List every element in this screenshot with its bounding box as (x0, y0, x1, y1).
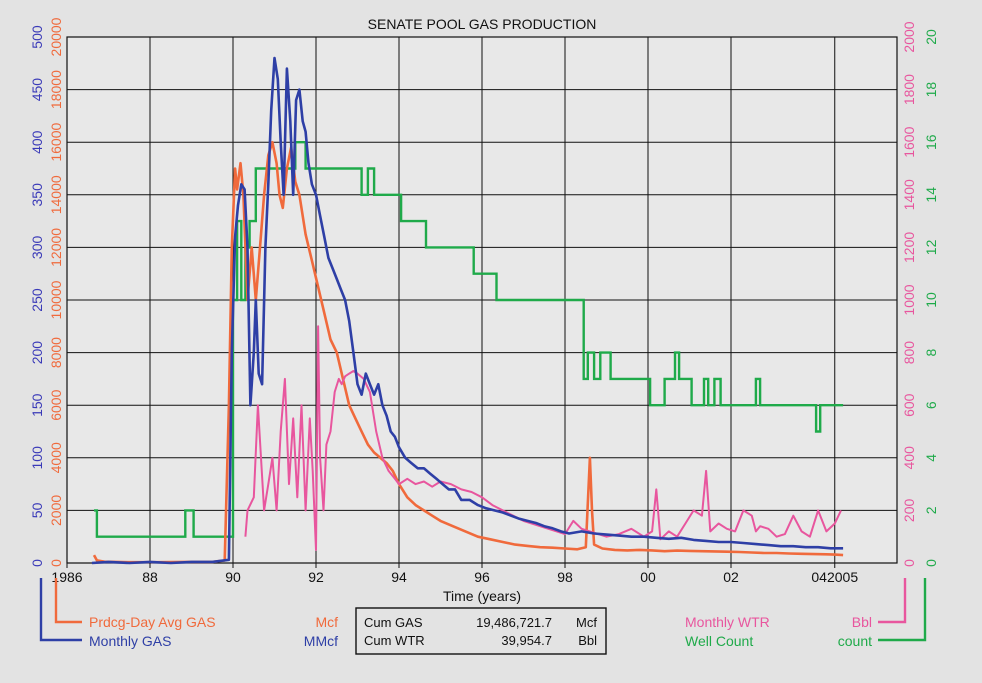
legend-swatch-prdcg-day-avg-gas (54, 578, 82, 624)
plot-area (66, 36, 898, 565)
y-tick-label-right-outer: 20 (923, 29, 939, 45)
y-tick-label-left-inner: 10000 (48, 280, 64, 319)
x-tick-label: 02 (723, 569, 739, 585)
y-tick-label-left-outer: 350 (29, 183, 45, 207)
legend-label-monthly-wtr: Monthly WTR (685, 614, 770, 630)
x-tick-label: 1986 (51, 569, 82, 585)
cumulative-box: Cum GAS 19,486,721.7 Mcf Cum WTR 39,954.7 Bbl (355, 607, 607, 655)
legend: Prdcg-Day Avg GAS Monthly GAS Mcf MMcf Month… (39, 578, 927, 649)
x-tick-label: 94 (391, 569, 407, 585)
y-tick-label-left-outer: 0 (29, 559, 45, 567)
cumulative-box-frame (355, 607, 607, 655)
y-tick-label-right-outer: 6 (923, 401, 939, 409)
y-tick-label-right-inner: 1600 (901, 126, 917, 157)
legend-unit-well-count: count (838, 633, 872, 649)
y-tick-label-right-outer: 18 (923, 82, 939, 98)
y-tick-label-left-outer: 200 (29, 341, 45, 365)
y-tick-label-left-inner: 20000 (48, 17, 64, 56)
cumulative-value: 39,954.7 (501, 633, 552, 648)
y-tick-label-left-inner: 18000 (48, 70, 64, 109)
x-tick-label: 042005 (811, 569, 858, 585)
series-line-monthly-gas (91, 56, 844, 565)
y-tick-label-left-outer: 450 (29, 78, 45, 102)
y-tick-label-right-outer: 0 (923, 559, 939, 567)
y-tick-label-left-inner: 8000 (48, 337, 64, 368)
y-tick-label-right-inner: 2000 (901, 21, 917, 52)
x-tick-label: 96 (474, 569, 490, 585)
x-axis-label: Time (years) (443, 588, 521, 604)
y-tick-label-left-outer: 500 (29, 25, 45, 49)
legend-swatch-monthly-wtr (878, 578, 907, 624)
axes: 0501001502002503003504004505000200040006… (29, 17, 939, 585)
y-tick-label-right-inner: 800 (901, 341, 917, 365)
cumulative-value: 19,486,721.7 (476, 615, 552, 630)
legend-unit-monthly-gas: MMcf (304, 633, 338, 649)
legend-unit-monthly-wtr: Bbl (852, 614, 872, 630)
y-tick-label-right-outer: 12 (923, 239, 939, 255)
y-tick-label-right-outer: 16 (923, 134, 939, 150)
y-tick-label-right-inner: 1200 (901, 232, 917, 263)
y-tick-label-left-outer: 100 (29, 446, 45, 470)
y-tick-label-right-inner: 400 (901, 446, 917, 470)
y-tick-label-left-outer: 300 (29, 236, 45, 260)
cumulative-label: Cum WTR (364, 633, 425, 648)
y-tick-label-left-outer: 50 (29, 502, 45, 518)
series-line-monthly-wtr (244, 325, 842, 551)
y-tick-label-left-outer: 150 (29, 393, 45, 417)
legend-label-well-count: Well Count (685, 633, 753, 649)
x-tick-label: 92 (308, 569, 324, 585)
y-tick-label-right-inner: 200 (901, 499, 917, 523)
y-tick-label-left-outer: 250 (29, 288, 45, 312)
y-tick-label-right-outer: 8 (923, 348, 939, 356)
cumulative-unit: Mcf (576, 615, 597, 630)
chart-title: SENATE POOL GAS PRODUCTION (368, 16, 597, 32)
x-tick-label: 90 (225, 569, 241, 585)
x-tick-label: 88 (142, 569, 158, 585)
y-tick-label-left-inner: 14000 (48, 175, 64, 214)
y-tick-label-left-inner: 0 (48, 559, 64, 567)
legend-unit-prdcg-day-avg-gas: Mcf (315, 614, 338, 630)
y-tick-label-left-inner: 12000 (48, 228, 64, 267)
y-tick-label-right-inner: 0 (901, 559, 917, 567)
legend-swatch-well-count (878, 578, 927, 642)
cumulative-label: Cum GAS (364, 615, 423, 630)
legend-label-prdcg-day-avg-gas: Prdcg-Day Avg GAS (89, 614, 216, 630)
legend-label-monthly-gas: Monthly GAS (89, 633, 171, 649)
y-tick-label-right-outer: 10 (923, 292, 939, 308)
x-tick-label: 00 (640, 569, 656, 585)
y-tick-label-right-inner: 600 (901, 393, 917, 417)
y-tick-label-right-outer: 4 (923, 454, 939, 462)
x-tick-label: 98 (557, 569, 573, 585)
legend-swatch-monthly-gas (39, 578, 82, 642)
y-tick-label-right-outer: 2 (923, 506, 939, 514)
y-tick-label-left-inner: 4000 (48, 442, 64, 473)
y-tick-label-left-outer: 400 (29, 130, 45, 154)
cumulative-unit: Bbl (578, 633, 597, 648)
y-tick-label-right-inner: 1000 (901, 284, 917, 315)
y-tick-label-right-inner: 1800 (901, 74, 917, 105)
y-tick-label-left-inner: 2000 (48, 495, 64, 526)
y-tick-label-left-inner: 16000 (48, 123, 64, 162)
y-tick-label-right-outer: 14 (923, 187, 939, 203)
y-tick-label-left-inner: 6000 (48, 389, 64, 420)
y-tick-label-right-inner: 1400 (901, 179, 917, 210)
